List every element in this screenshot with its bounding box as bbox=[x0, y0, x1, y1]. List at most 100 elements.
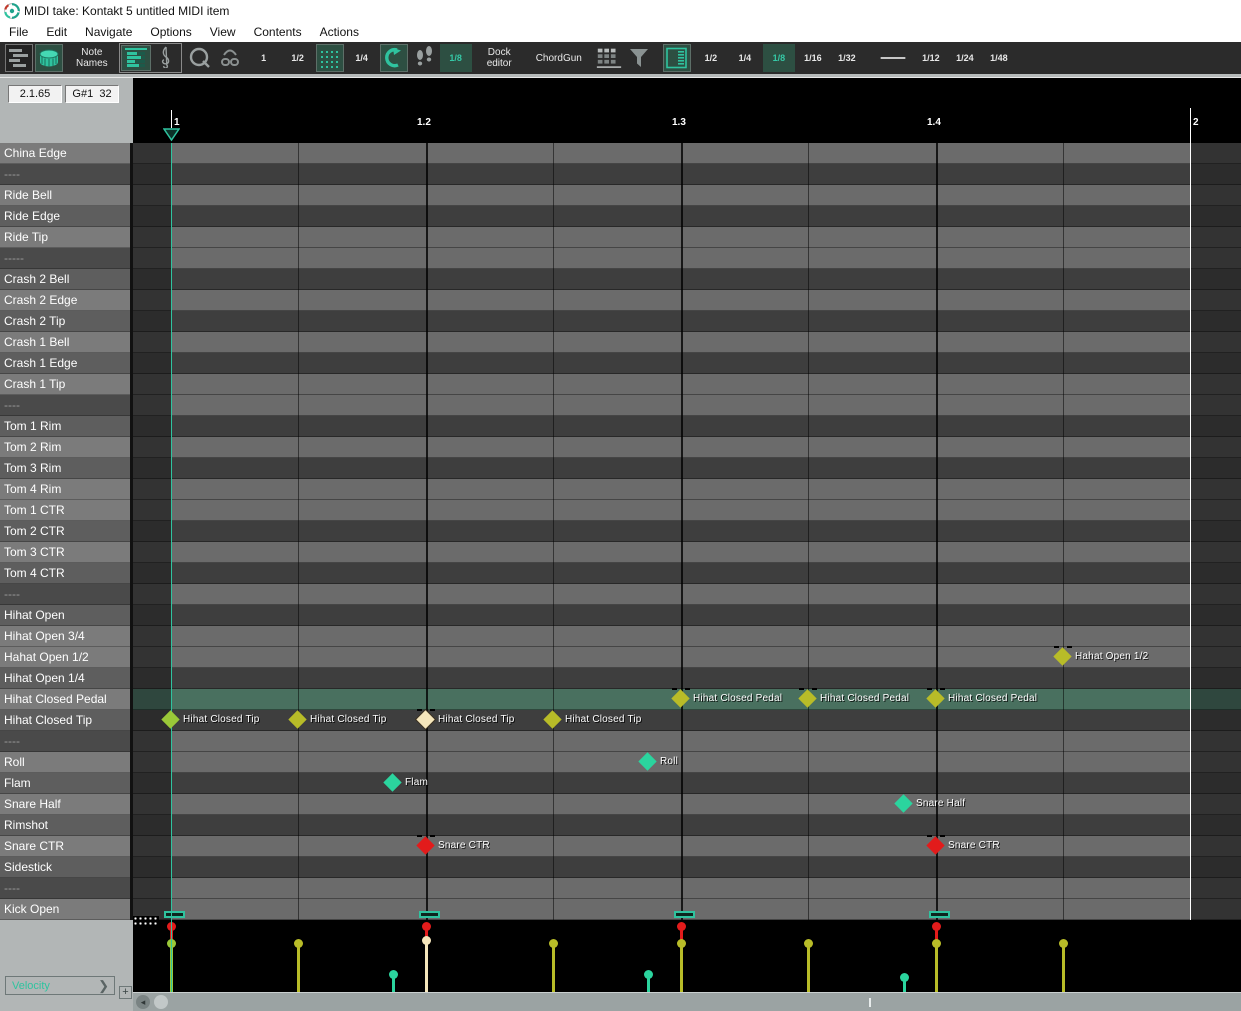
velocity-bars-icon[interactable] bbox=[120, 45, 151, 71]
grid-button-1-48[interactable]: 1/48 bbox=[990, 53, 1008, 63]
grid-row[interactable] bbox=[171, 794, 1190, 815]
note-row-separator[interactable]: ----- bbox=[0, 248, 130, 269]
grid-row-out-right[interactable] bbox=[1190, 206, 1241, 227]
grid-row-out-right[interactable] bbox=[1190, 437, 1241, 458]
grid-button-1-32[interactable]: 1/32 bbox=[838, 53, 856, 63]
timeline-ruler[interactable] bbox=[133, 78, 1241, 143]
grid-row[interactable] bbox=[171, 206, 1190, 227]
note-row-name-tom-4-ctr[interactable]: Tom 4 CTR bbox=[0, 563, 130, 584]
grid-row[interactable] bbox=[171, 269, 1190, 290]
midi-note-diamond[interactable] bbox=[926, 689, 945, 708]
velocity-stem-dot[interactable] bbox=[422, 936, 431, 945]
grid-row-out-right[interactable] bbox=[1190, 374, 1241, 395]
midi-note-diamond[interactable] bbox=[383, 773, 402, 792]
grid-row-out-right[interactable] bbox=[1190, 836, 1241, 857]
grid-button-1-8[interactable]: 1/8 bbox=[439, 44, 472, 72]
cc-lane-grip[interactable] bbox=[133, 916, 159, 926]
note-row-separator[interactable]: ---- bbox=[0, 878, 130, 899]
grid-row-out-left[interactable] bbox=[133, 731, 171, 752]
drum-icon[interactable] bbox=[35, 44, 63, 72]
grid-row[interactable] bbox=[171, 353, 1190, 374]
note-row-name-hihat-open[interactable]: Hihat Open bbox=[0, 605, 130, 626]
grid-row-out-right[interactable] bbox=[1190, 269, 1241, 290]
midi-note-diamond[interactable] bbox=[671, 689, 690, 708]
grid-row-out-left[interactable] bbox=[133, 647, 171, 668]
grid-row[interactable] bbox=[171, 143, 1190, 164]
note-row-name-flam[interactable]: Flam bbox=[0, 773, 130, 794]
funnel-icon[interactable] bbox=[625, 44, 653, 72]
quantize-q-icon[interactable] bbox=[186, 44, 214, 72]
grid-row[interactable] bbox=[171, 227, 1190, 248]
grid-row-out-right[interactable] bbox=[1190, 857, 1241, 878]
midi-note-diamond[interactable] bbox=[288, 710, 307, 729]
grid-row[interactable] bbox=[171, 647, 1190, 668]
velocity-stem-dot[interactable] bbox=[900, 973, 909, 982]
note-row-name-crash-1-edge[interactable]: Crash 1 Edge bbox=[0, 353, 130, 374]
note-row-name-crash-2-edge[interactable]: Crash 2 Edge bbox=[0, 290, 130, 311]
velocity-stem[interactable] bbox=[170, 943, 173, 992]
velocity-stem[interactable] bbox=[680, 926, 683, 992]
grid-row-out-left[interactable] bbox=[133, 269, 171, 290]
velocity-stem[interactable] bbox=[807, 943, 810, 992]
midi-note-diamond[interactable] bbox=[161, 710, 180, 729]
scroll-thumb-grip[interactable] bbox=[154, 995, 168, 1009]
note-row-name-crash-1-tip[interactable]: Crash 1 Tip bbox=[0, 374, 130, 395]
grid-row-out-left[interactable] bbox=[133, 227, 171, 248]
note-row-name-kick-open[interactable]: Kick Open bbox=[0, 899, 130, 920]
grid-row[interactable] bbox=[171, 374, 1190, 395]
velocity-stem-dot[interactable] bbox=[167, 939, 176, 948]
note-row-name-ride-edge[interactable]: Ride Edge bbox=[0, 206, 130, 227]
grid-row-out-left[interactable] bbox=[133, 500, 171, 521]
grid-row[interactable] bbox=[171, 878, 1190, 899]
note-row-separator[interactable]: ---- bbox=[0, 731, 130, 752]
note-row-name-hahat-open-1/2[interactable]: Hahat Open 1/2 bbox=[0, 647, 130, 668]
grid-row-out-right[interactable] bbox=[1190, 353, 1241, 374]
grid-row-out-left[interactable] bbox=[133, 605, 171, 626]
note-row-name-tom-1-ctr[interactable]: Tom 1 CTR bbox=[0, 500, 130, 521]
grid-row-out-right[interactable] bbox=[1190, 626, 1241, 647]
grid-row-out-left[interactable] bbox=[133, 857, 171, 878]
grid-row-out-left[interactable] bbox=[133, 773, 171, 794]
horizontal-scrollbar[interactable]: ◂ bbox=[133, 992, 1241, 1011]
grid-row-out-left[interactable] bbox=[133, 794, 171, 815]
note-row-name-tom-1-rim[interactable]: Tom 1 Rim bbox=[0, 416, 130, 437]
velocity-stem[interactable] bbox=[935, 943, 938, 992]
midi-note-kick-open[interactable] bbox=[419, 911, 440, 918]
cc-lane-selector[interactable]: Velocity ❯ bbox=[5, 976, 115, 995]
grid-button-1-16[interactable]: 1/16 bbox=[804, 53, 822, 63]
grid-row[interactable] bbox=[171, 815, 1190, 836]
footsteps-icon[interactable] bbox=[410, 44, 438, 72]
grid-row-out-left[interactable] bbox=[133, 563, 171, 584]
velocity-stem[interactable] bbox=[425, 926, 428, 992]
midi-note-diamond[interactable] bbox=[416, 836, 435, 855]
grid-row-out-left[interactable] bbox=[133, 332, 171, 353]
note-names-button[interactable]: Note Names bbox=[76, 47, 108, 69]
grid-row-out-left[interactable] bbox=[133, 710, 171, 731]
midi-note-diamond[interactable] bbox=[1053, 647, 1072, 666]
midi-note-diamond[interactable] bbox=[416, 710, 435, 729]
grid-row[interactable] bbox=[171, 458, 1190, 479]
grid-row-out-right[interactable] bbox=[1190, 290, 1241, 311]
grid-button-1-8[interactable]: 1/8 bbox=[762, 44, 795, 72]
grid-row-out-right[interactable] bbox=[1190, 731, 1241, 752]
grid-dots-icon[interactable] bbox=[315, 44, 344, 72]
piano-roll-icon[interactable] bbox=[5, 44, 33, 72]
grid-row-out-left[interactable] bbox=[133, 206, 171, 227]
velocity-stem-dot[interactable] bbox=[804, 939, 813, 948]
menu-item-view[interactable]: View bbox=[209, 25, 236, 39]
note-row-name-tom-3-ctr[interactable]: Tom 3 CTR bbox=[0, 542, 130, 563]
grid-row-out-right[interactable] bbox=[1190, 311, 1241, 332]
note-row-name-tom-2-ctr[interactable]: Tom 2 CTR bbox=[0, 521, 130, 542]
velocity-lane[interactable] bbox=[133, 920, 1241, 992]
grid-row-out-left[interactable] bbox=[133, 458, 171, 479]
grid-row[interactable] bbox=[171, 500, 1190, 521]
grid-row[interactable] bbox=[171, 164, 1190, 185]
grid-row[interactable] bbox=[171, 605, 1190, 626]
grid-row[interactable] bbox=[171, 290, 1190, 311]
velocity-stem[interactable] bbox=[1062, 943, 1065, 992]
grid-row-out-left[interactable] bbox=[133, 815, 171, 836]
midi-note-diamond[interactable] bbox=[926, 836, 945, 855]
grid-row[interactable] bbox=[171, 668, 1190, 689]
velocity-stem-dot[interactable] bbox=[1059, 939, 1068, 948]
grid-row-out-right[interactable] bbox=[1190, 521, 1241, 542]
